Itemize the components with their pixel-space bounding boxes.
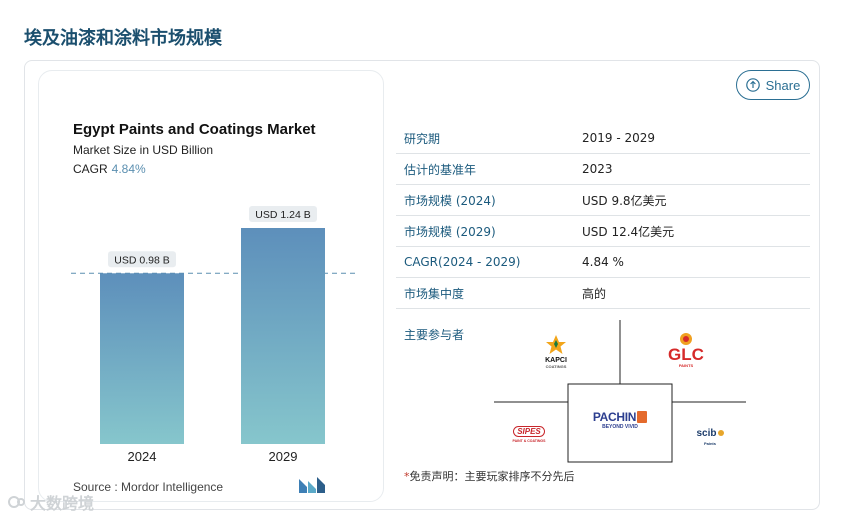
- share-icon: [745, 78, 760, 92]
- cagr-value: 4.84%: [111, 162, 146, 176]
- info-value: 2023: [582, 162, 613, 176]
- cagr-label: CAGR: [73, 162, 108, 176]
- mordor-intelligence-logo: [299, 477, 325, 493]
- scib-tag: Paints: [703, 441, 716, 446]
- disclaimer-text: 免责声明：主要玩家排序不分先后: [409, 470, 575, 483]
- pachin-mark-icon: [637, 411, 648, 423]
- info-value: USD 9.8亿美元: [582, 193, 667, 208]
- info-value: 4.84 %: [582, 255, 624, 269]
- share-label: Share: [765, 77, 801, 93]
- kapci-tag: COATINGS: [545, 364, 567, 369]
- bar-chart: USD 0.98 B 2024 USD 1.24 B 2029: [71, 206, 355, 464]
- info-value: USD 12.4亿美元: [582, 224, 675, 239]
- info-key: 估计的基准年: [404, 162, 477, 177]
- data-label-bg-2024: [108, 251, 176, 268]
- kapci-logo: KAPCI COATINGS: [532, 334, 580, 369]
- page-title: 埃及油漆和涂料市场规模: [24, 28, 222, 49]
- x-tick-label-2024: 2024: [128, 449, 157, 464]
- info-row-base-year: 估计的基准年 2023: [396, 154, 810, 185]
- glc-tag: PAINTS: [678, 363, 694, 368]
- data-label-bg-2029: [249, 206, 317, 222]
- market-info-table: 研究期 2019 - 2029 估计的基准年 2023 市场规模 (2024) …: [396, 123, 810, 309]
- disclaimer: *免责声明：主要玩家排序不分先后: [404, 468, 575, 484]
- sipes-logo: SIPES PAINT & COATINGS: [512, 421, 546, 443]
- info-row-market-size-2029: 市场规模 (2029) USD 12.4亿美元: [396, 216, 810, 247]
- info-row-concentration: 市场集中度 高的: [396, 278, 810, 309]
- info-row-cagr: CAGR(2024 - 2029) 4.84 %: [396, 247, 810, 278]
- data-label-2029: USD 1.24 B: [255, 209, 310, 221]
- info-value: 2019 - 2029: [582, 131, 656, 145]
- watermark-logo-icon: [8, 496, 25, 508]
- info-value: 高的: [582, 286, 607, 301]
- scib-logo: scib Paints: [690, 423, 730, 446]
- info-key: 市场规模 (2029): [404, 224, 496, 239]
- share-button[interactable]: Share: [736, 70, 810, 100]
- glc-logo: GLC PAINTS: [664, 332, 708, 368]
- watermark: 大数跨境: [8, 490, 94, 514]
- source-label: Source :: [73, 480, 118, 494]
- sipes-tag: PAINT & COATINGS: [512, 439, 546, 443]
- sipes-name: SIPES: [513, 426, 545, 437]
- bar-2029: [241, 228, 325, 444]
- info-key: CAGR(2024 - 2029): [404, 255, 521, 269]
- source-value: Mordor Intelligence: [121, 480, 224, 494]
- info-key: 市场规模 (2024): [404, 193, 496, 208]
- info-key: 研究期: [404, 131, 441, 146]
- data-label-2024: USD 0.98 B: [114, 254, 169, 266]
- key-players-label: 主要参与者: [404, 328, 465, 342]
- chart-cagr: CAGR 4.84%: [73, 162, 146, 176]
- kapci-mark-icon: [546, 335, 566, 354]
- chart-card: Egypt Paints and Coatings Market Market …: [38, 70, 384, 502]
- pachin-tag: BEYOND VIVID: [602, 424, 638, 430]
- info-key: 市场集中度: [404, 286, 465, 301]
- source-line: Source : Mordor Intelligence: [73, 480, 223, 494]
- pachin-logo: PACHIN BEYOND VIVID: [588, 410, 652, 430]
- glc-mark-icon: [680, 333, 692, 345]
- glc-name: GLC: [668, 345, 704, 364]
- watermark-text: 大数跨境: [30, 494, 95, 513]
- players-grid-lines: [494, 320, 746, 463]
- pachin-name: PACHIN: [592, 410, 637, 424]
- scib-mark-icon: [717, 430, 724, 436]
- chart-subtitle: Market Size in USD Billion: [73, 143, 214, 157]
- kapci-name: KAPCI: [545, 357, 567, 364]
- info-row-market-size-2024: 市场规模 (2024) USD 9.8亿美元: [396, 185, 810, 216]
- chart-title: Egypt Paints and Coatings Market: [73, 121, 316, 138]
- disclaimer-star: *: [404, 470, 410, 483]
- scib-name: scib: [696, 428, 717, 439]
- x-tick-label-2029: 2029: [269, 449, 298, 464]
- info-row-study-period: 研究期 2019 - 2029: [396, 123, 810, 154]
- bar-2024: [100, 273, 184, 444]
